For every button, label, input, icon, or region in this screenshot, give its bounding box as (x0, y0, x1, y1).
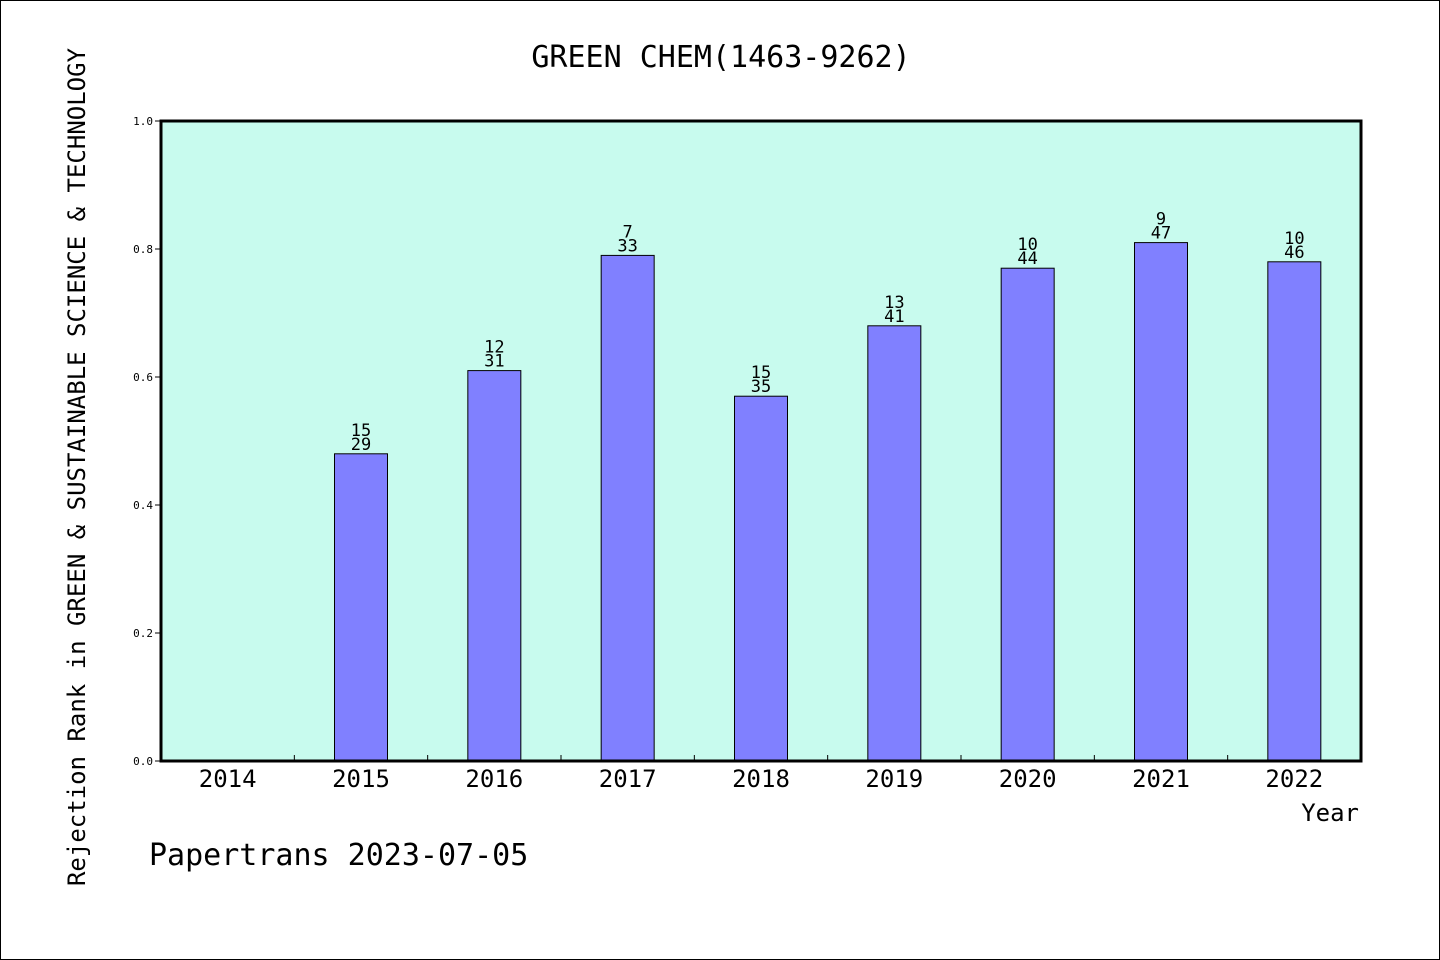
bar-total-label: 41 (884, 307, 904, 327)
bar-rank-label: 15 (351, 421, 371, 441)
bar-2016 (467, 370, 522, 762)
bar-rank-label: 9 (1156, 210, 1166, 230)
chart-title: GREEN CHEM(1463-9262) (531, 40, 910, 75)
x-axis-label: Year (1301, 799, 1359, 827)
x-tick-label: 2015 (332, 765, 390, 793)
bar-2022 (1267, 261, 1322, 762)
y-tick-label: 0.8 (133, 243, 153, 256)
bar-total-label: 47 (1151, 224, 1171, 244)
bar-total-label: 35 (751, 377, 771, 397)
y-tick-label: 1.0 (133, 115, 153, 128)
y-tick-label: 0.6 (133, 371, 153, 384)
bar-2019 (867, 325, 922, 762)
x-tick-label: 2020 (999, 765, 1057, 793)
bar-total-label: 33 (617, 236, 637, 256)
y-tick-label: 0.0 (133, 755, 153, 768)
bar-rank-label: 7 (623, 222, 633, 242)
bar-2021 (1134, 242, 1188, 762)
x-tick-label: 2022 (1265, 765, 1323, 793)
x-tick-label: 2021 (1132, 765, 1190, 793)
bar-total-label: 46 (1284, 243, 1304, 263)
axis-ticks: 2014 2015 2016 2017 2018 2019 2020 2021 2022 0.0 0… (133, 115, 1323, 793)
bar-rank-label: 15 (751, 363, 771, 383)
bar-rank-label: 10 (1284, 229, 1304, 249)
y-tick-label: 0.2 (133, 627, 153, 640)
bar-total-label: 31 (484, 352, 504, 372)
bar-2020 (1000, 267, 1055, 762)
x-tick-label: 2014 (199, 765, 257, 793)
bar-2018 (734, 395, 788, 762)
y-tick-label: 0.4 (133, 499, 153, 512)
bar-rank-label: 13 (884, 293, 904, 313)
bar-2015 (334, 453, 388, 762)
x-tick-label: 2019 (865, 765, 923, 793)
plot-border (159, 119, 1363, 763)
x-tick-label: 2017 (599, 765, 657, 793)
y-axis-label: Rejection Rank in GREEN & SUSTAINABLE SC… (63, 47, 91, 886)
bar-rank-label: 12 (484, 338, 504, 358)
x-tick-label: 2016 (465, 765, 523, 793)
x-tick-label: 2018 (732, 765, 790, 793)
footer-credit: Papertrans 2023-07-05 (149, 838, 528, 873)
bar-total-label: 29 (351, 435, 371, 455)
bar-total-label: 44 (1017, 249, 1037, 269)
bar-2017 (600, 254, 655, 762)
bar-rank-label: 10 (1017, 235, 1037, 255)
